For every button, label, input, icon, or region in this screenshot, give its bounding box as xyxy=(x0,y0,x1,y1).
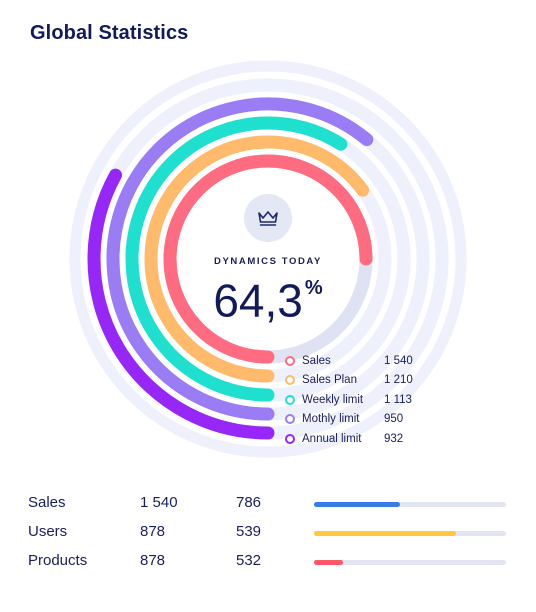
stat-value-1: 1 540 xyxy=(140,494,178,511)
ring-arc-annual-limit xyxy=(87,168,275,440)
stat-progress-fill xyxy=(314,560,343,565)
legend-value: 950 xyxy=(384,413,404,426)
chart-legend: Sales 1 540 Sales Plan 1 210 Weekly limit 1 1… xyxy=(285,351,445,449)
stat-progress-fill xyxy=(314,531,457,536)
legend-dot-icon xyxy=(285,414,295,425)
legend-label: Annual limit xyxy=(302,432,362,445)
legend-value: 932 xyxy=(384,432,404,445)
stat-name: Users xyxy=(28,523,68,540)
stat-name: Products xyxy=(28,552,88,569)
page-title: Global Statistics xyxy=(30,22,189,44)
legend-item: Mothly limit 950 xyxy=(285,410,445,430)
stat-row: Products 878 532 xyxy=(28,552,508,581)
stat-value-2: 786 xyxy=(236,494,262,511)
stat-name: Sales xyxy=(28,494,66,511)
legend-value: 1 210 xyxy=(384,374,413,387)
center-value: 64,3% xyxy=(0,266,536,328)
legend-dot-icon xyxy=(285,355,295,366)
stat-progress-track xyxy=(314,560,506,565)
legend-label: Sales xyxy=(302,354,331,367)
radial-chart-svg xyxy=(69,60,467,458)
stat-progress-track xyxy=(314,502,506,507)
legend-dot-icon xyxy=(285,433,295,444)
stat-value-1: 878 xyxy=(140,523,166,540)
legend-item: Sales 1 540 xyxy=(285,351,445,371)
legend-item: Weekly limit 1 113 xyxy=(285,390,445,410)
ring-arc-sales xyxy=(163,154,373,364)
stat-row: Sales 1 540 786 xyxy=(28,494,508,523)
legend-value: 1 540 xyxy=(384,354,413,367)
legend-item: Sales Plan 1 210 xyxy=(285,371,445,391)
stat-progress-fill xyxy=(314,502,401,507)
stat-value-2: 539 xyxy=(236,523,262,540)
legend-item: Annual limit 932 xyxy=(285,429,445,449)
ring-arc-weekly-limit xyxy=(125,116,348,402)
crown-badge xyxy=(244,194,292,242)
crown-icon xyxy=(258,211,278,226)
radial-chart xyxy=(69,60,467,458)
stat-value-1: 878 xyxy=(140,552,166,569)
legend-label: Mothly limit xyxy=(302,413,360,426)
legend-dot-icon xyxy=(285,394,295,405)
center-number: 64,3 xyxy=(213,274,303,327)
legend-value: 1 113 xyxy=(384,393,412,406)
legend-label: Weekly limit xyxy=(302,393,364,406)
stat-row: Users 878 539 xyxy=(28,523,508,552)
legend-label: Sales Plan xyxy=(302,374,357,387)
center-label: DYNAMICS TODAY xyxy=(214,256,322,267)
ring-arc-sales-plan xyxy=(144,135,370,383)
legend-dot-icon xyxy=(285,375,295,386)
center-unit: % xyxy=(304,277,323,299)
outer-track-ring xyxy=(69,60,467,458)
ring-arc-mothly-limit xyxy=(106,97,374,421)
stats-table: Sales 1 540 786 Users 878 539 Products 878 532 xyxy=(28,494,508,581)
stat-progress-track xyxy=(314,531,506,536)
stat-value-2: 532 xyxy=(236,552,262,569)
